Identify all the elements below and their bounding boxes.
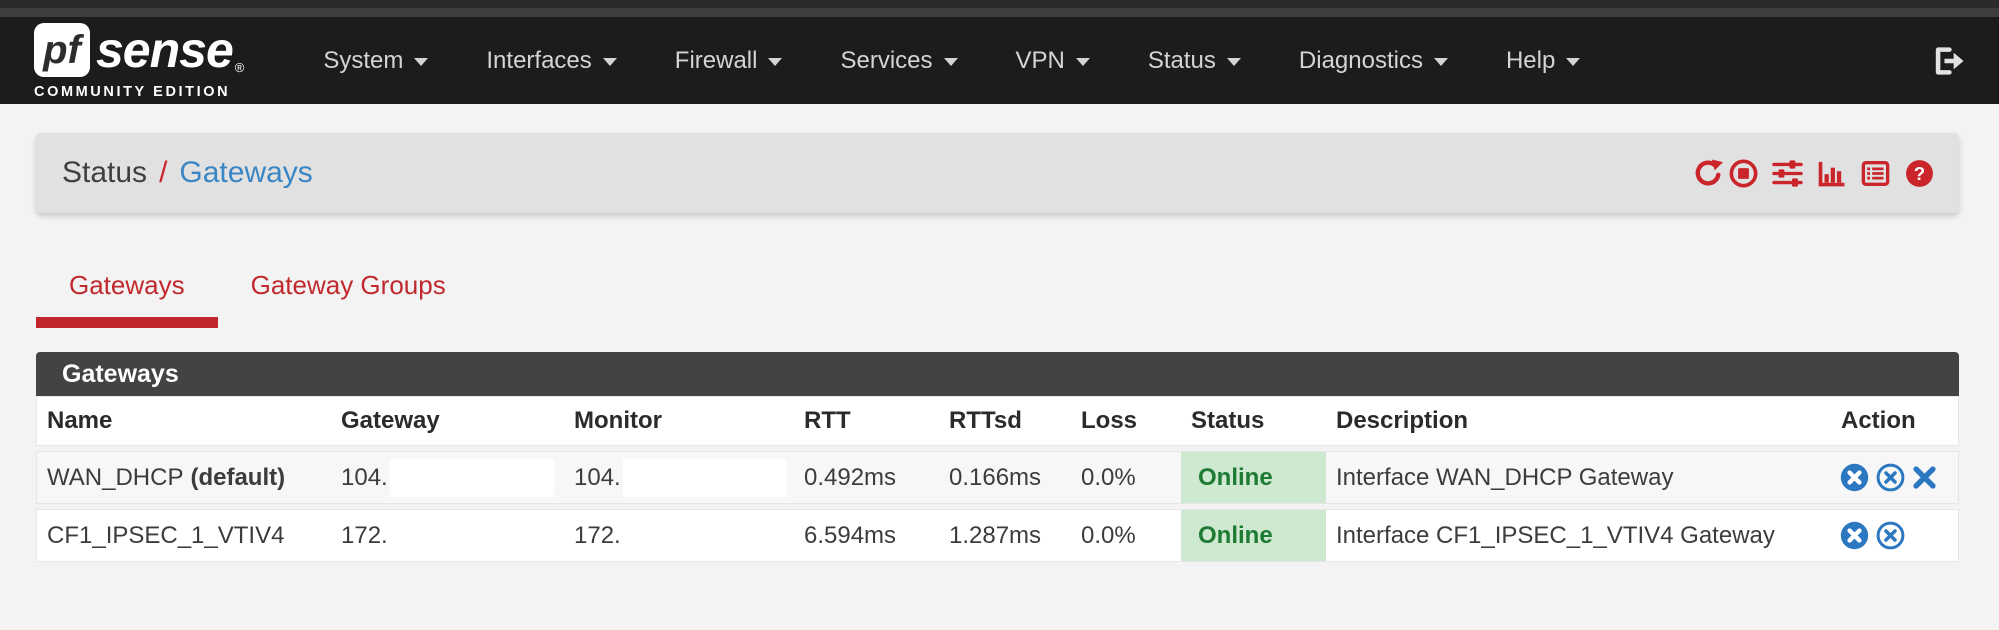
main-menu: System Interfaces Firewall Services VPN … <box>294 47 1609 75</box>
action-cell <box>1831 452 1958 503</box>
registered-mark: ® <box>234 60 245 75</box>
breadcrumb: Status / Gateways <box>62 156 313 190</box>
default-flag: (default) <box>190 463 286 491</box>
gateway-description: Interface CF1_IPSEC_1_VTIV4 Gateway <box>1336 521 1775 549</box>
col-header-status: Status <box>1191 407 1265 434</box>
navbar: pf sense ® COMMUNITY EDITION System Inte… <box>0 17 1999 104</box>
caret-down-icon <box>1433 58 1448 66</box>
redaction-box <box>389 516 554 555</box>
breadcrumb-separator: / <box>159 156 168 189</box>
window-sub-strip <box>0 8 1999 17</box>
loss-value: 0.0% <box>1081 521 1136 549</box>
rtt-value: 0.492ms <box>804 463 897 491</box>
gateway-name: WAN_DHCP (default) <box>47 463 286 491</box>
col-header-rtt: RTT <box>804 407 851 434</box>
logo-sense-text: sense <box>96 22 234 78</box>
action-cell <box>1831 510 1958 561</box>
redaction-box <box>622 516 787 555</box>
redaction-box <box>389 458 554 497</box>
nav-item-status[interactable]: Status <box>1119 47 1270 75</box>
rtt-value: 6.594ms <box>804 521 897 549</box>
breadcrumb-page-link[interactable]: Gateways <box>179 156 313 189</box>
times-circle-outline-icon[interactable] <box>1875 520 1906 551</box>
col-header-gateway: Gateway <box>341 407 440 434</box>
col-header-name: Name <box>47 407 113 434</box>
table-row: WAN_DHCP (default) 104. 104. 0.492ms 0.1… <box>36 451 1959 504</box>
caret-down-icon <box>1226 58 1241 66</box>
caret-down-icon <box>414 58 429 66</box>
rttsd-value: 0.166ms <box>949 463 1042 491</box>
monitor-address: 104. <box>564 452 794 503</box>
tab-gateway-groups[interactable]: Gateway Groups <box>250 270 446 300</box>
logo-subtitle: COMMUNITY EDITION <box>34 84 231 100</box>
gateway-description: Interface WAN_DHCP Gateway <box>1336 463 1674 491</box>
nav-item-interfaces[interactable]: Interfaces <box>457 47 645 75</box>
times-icon[interactable] <box>1911 464 1938 491</box>
breadcrumb-bar: Status / Gateways <box>36 133 1959 213</box>
nav-item-system[interactable]: System <box>294 47 457 75</box>
caret-down-icon <box>1075 58 1090 66</box>
gateway-address: 104. <box>331 452 564 503</box>
table-header-row: Name Gateway Monitor RTT RTTsd Loss Stat… <box>36 396 1959 446</box>
rttsd-value: 1.287ms <box>949 521 1042 549</box>
stop-circle-icon[interactable] <box>1728 158 1759 189</box>
monitor-address: 172. <box>564 510 794 561</box>
tab-bar: Gateways Gateway Groups <box>36 270 1999 328</box>
pf-logo-box: pf <box>34 23 90 77</box>
status-cell: Online <box>1181 510 1326 561</box>
breadcrumb-section: Status <box>62 156 148 189</box>
bar-chart-icon[interactable] <box>1816 158 1847 189</box>
loss-value: 0.0% <box>1081 463 1136 491</box>
panel-title: Gateways <box>36 352 1959 396</box>
col-header-rttsd: RTTsd <box>949 407 1022 434</box>
window-top-strip <box>0 0 1999 8</box>
caret-down-icon <box>768 58 783 66</box>
gateway-address: 172. <box>331 510 564 561</box>
help-circle-icon[interactable]: ? <box>1904 158 1935 189</box>
nav-item-firewall[interactable]: Firewall <box>646 47 812 75</box>
col-header-description: Description <box>1336 407 1469 434</box>
col-header-action: Action <box>1841 407 1916 434</box>
refresh-icon[interactable] <box>1693 158 1724 189</box>
nav-item-vpn[interactable]: VPN <box>987 47 1119 75</box>
caret-down-icon <box>1566 58 1581 66</box>
nav-item-help[interactable]: Help <box>1477 47 1609 75</box>
gateway-name: CF1_IPSEC_1_VTIV4 <box>47 521 285 549</box>
table-row: CF1_IPSEC_1_VTIV4 172. 172. 6.594ms 1.28… <box>36 509 1959 562</box>
status-badge: Online <box>1181 452 1326 503</box>
sign-out-icon[interactable] <box>1931 44 1965 78</box>
times-circle-solid-icon[interactable] <box>1839 462 1870 493</box>
nav-item-services[interactable]: Services <box>811 47 986 75</box>
caret-down-icon <box>602 58 617 66</box>
col-header-loss: Loss <box>1081 407 1138 434</box>
list-icon[interactable] <box>1860 158 1891 189</box>
times-circle-solid-icon[interactable] <box>1839 520 1870 551</box>
page-toolbar: ? <box>1693 158 1935 189</box>
nav-item-diagnostics[interactable]: Diagnostics <box>1270 47 1477 75</box>
svg-text:?: ? <box>1914 162 1925 183</box>
times-circle-outline-icon[interactable] <box>1875 462 1906 493</box>
gateways-panel: Gateways Name Gateway Monitor RTT RTTsd … <box>36 352 1959 562</box>
status-cell: Online <box>1181 452 1326 503</box>
col-header-monitor: Monitor <box>574 407 662 434</box>
pfsense-logo[interactable]: pf sense ® COMMUNITY EDITION <box>34 21 244 100</box>
sliders-icon[interactable] <box>1772 158 1803 189</box>
redaction-box <box>622 458 787 497</box>
caret-down-icon <box>943 58 958 66</box>
status-badge: Online <box>1181 510 1326 561</box>
tab-gateways[interactable]: Gateways <box>36 270 218 328</box>
